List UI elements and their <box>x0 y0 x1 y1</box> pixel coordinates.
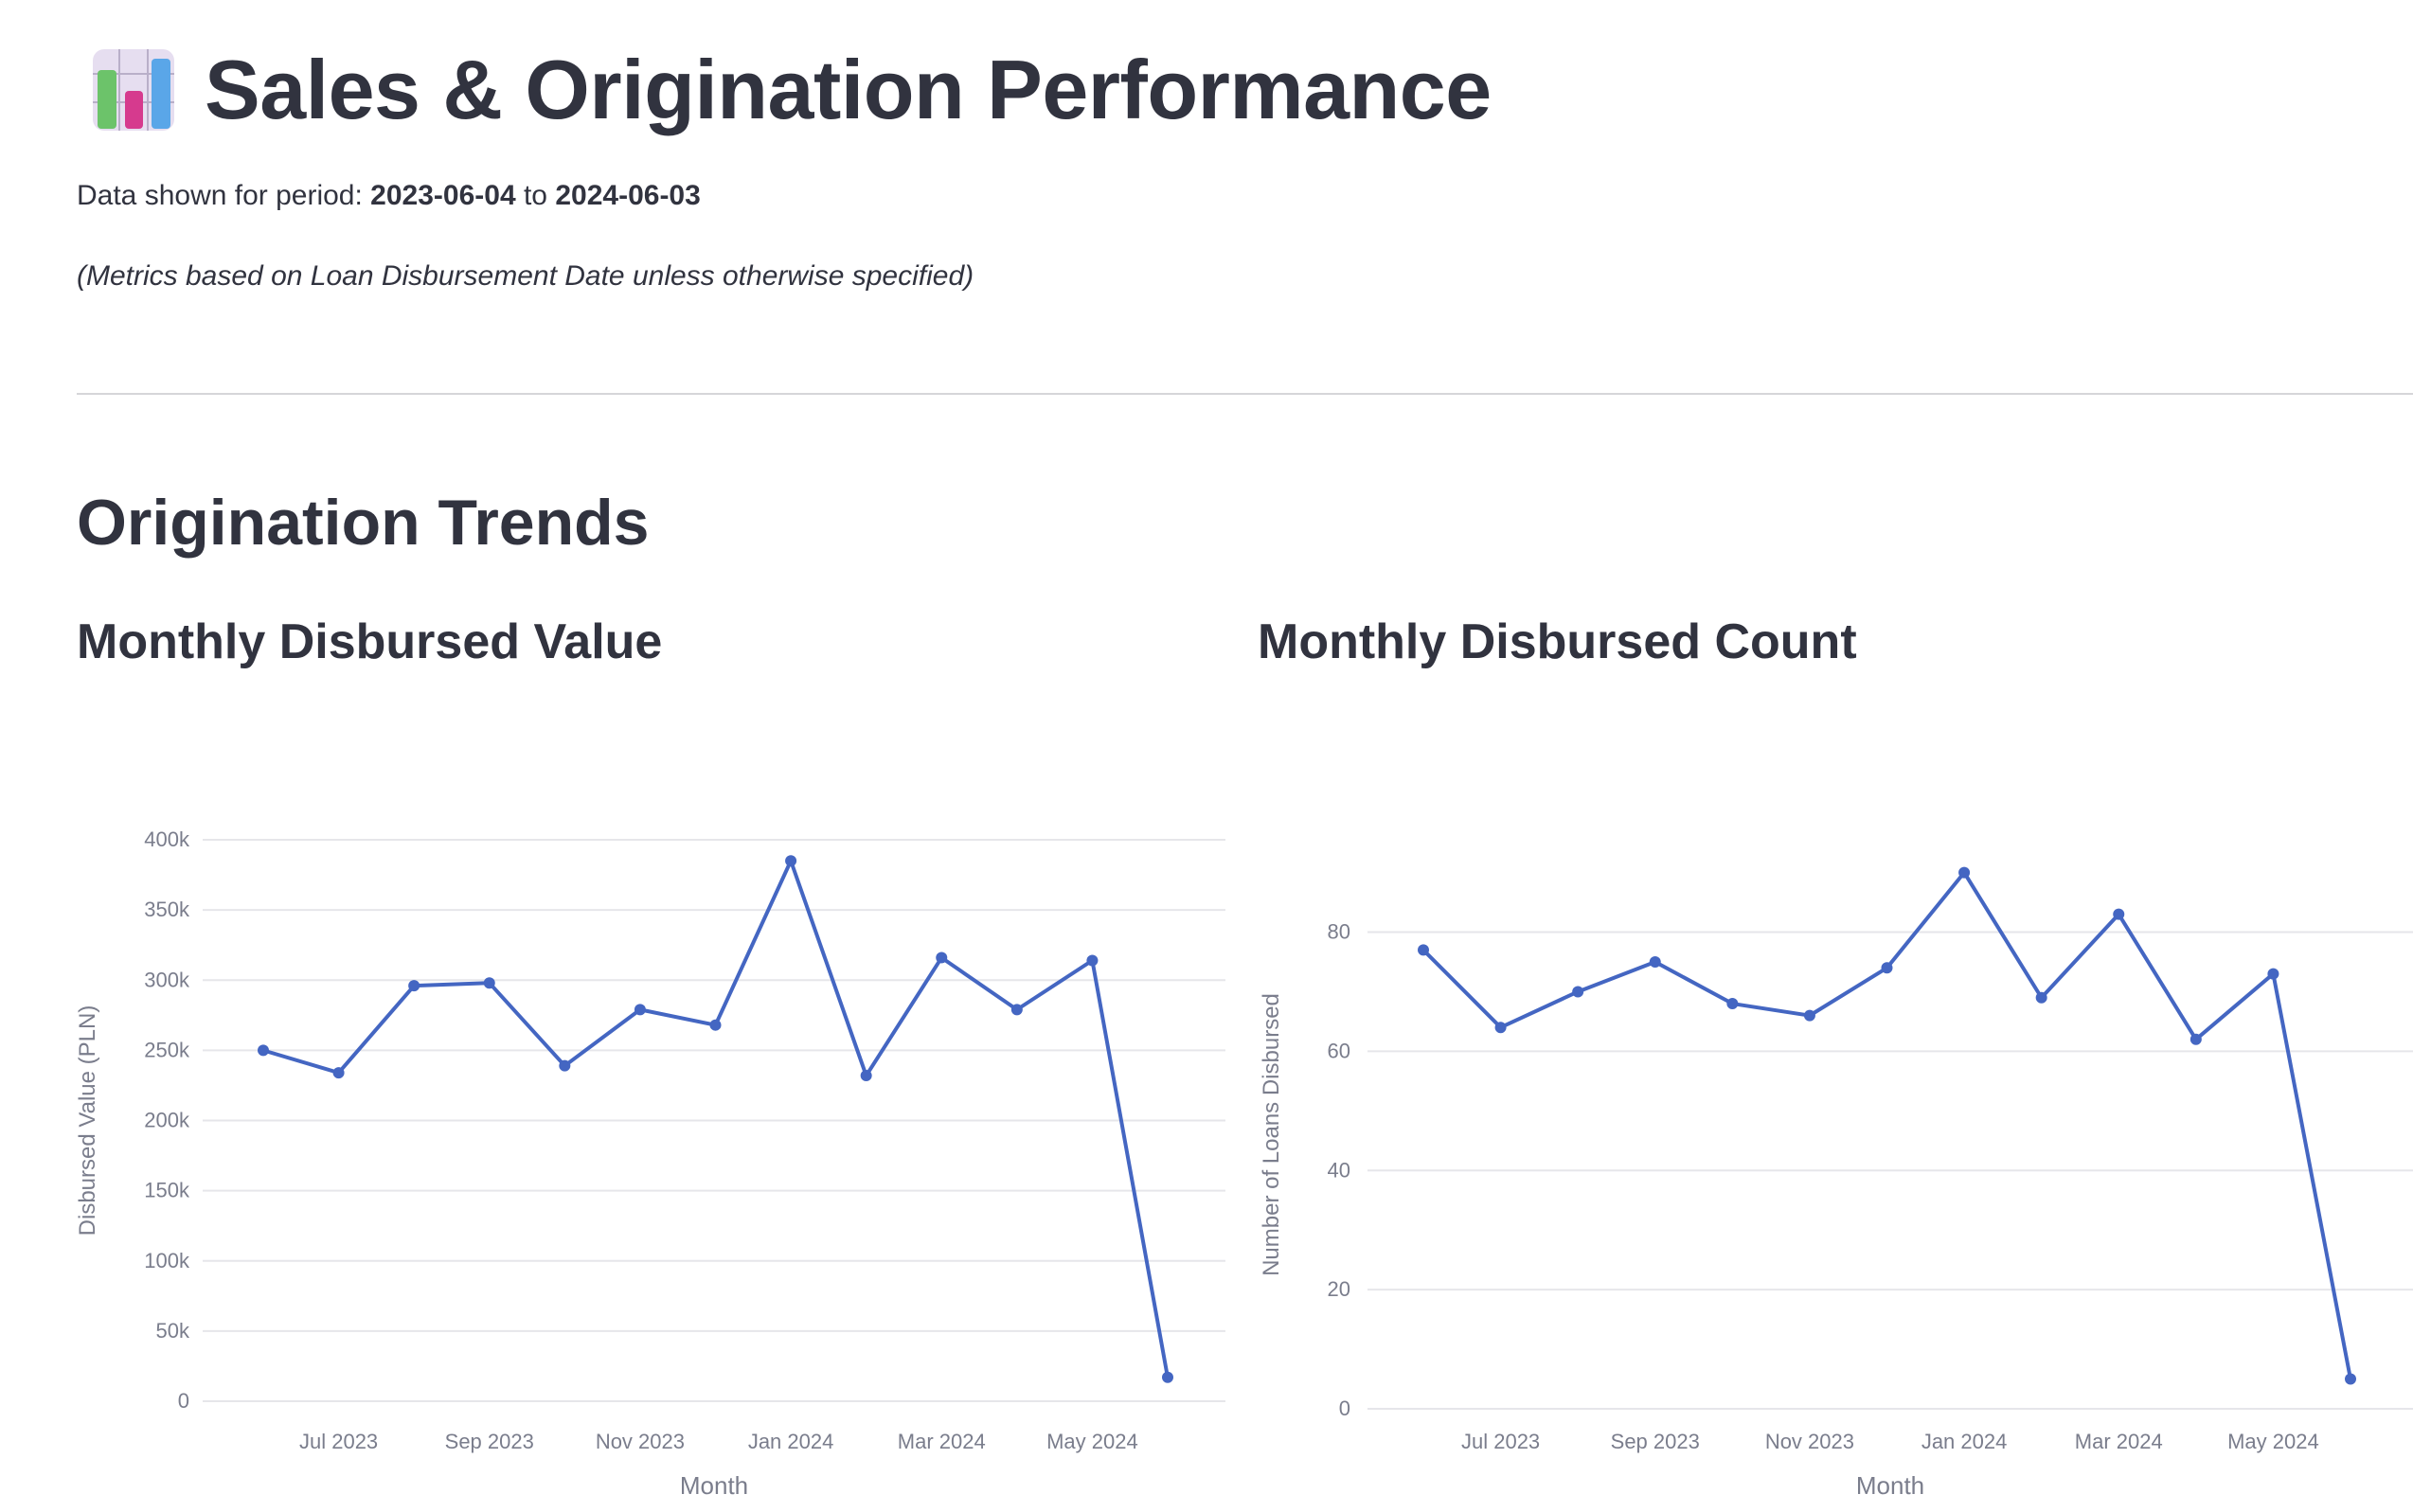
page-title: Sales & Origination Performance <box>205 43 1492 136</box>
data-point[interactable] <box>2267 968 2279 980</box>
y-tick-label: 300k <box>144 968 190 991</box>
y-tick-label: 250k <box>144 1038 190 1061</box>
data-point[interactable] <box>785 855 797 867</box>
y-tick-label: 400k <box>144 827 190 851</box>
data-point[interactable] <box>860 1070 872 1082</box>
data-point[interactable] <box>2190 1033 2202 1045</box>
x-tick-label: Jul 2023 <box>1461 1430 1540 1453</box>
bar-chart-icon <box>93 49 174 131</box>
data-point[interactable] <box>1086 954 1099 967</box>
y-tick-label: 40 <box>1328 1158 1350 1182</box>
period-text: Data shown for period: 2023-06-04 to 202… <box>77 180 701 212</box>
y-tick-label: 60 <box>1328 1039 1350 1062</box>
period-prefix: Data shown for period: <box>77 180 371 211</box>
x-tick-label: Sep 2023 <box>445 1430 534 1453</box>
data-point[interactable] <box>634 1004 646 1016</box>
period-to: to <box>515 180 556 211</box>
chart-title-count: Monthly Disbursed Count <box>1258 614 1857 669</box>
series-line <box>262 859 1170 1379</box>
data-point[interactable] <box>258 1044 269 1057</box>
data-point[interactable] <box>1572 986 1584 998</box>
metrics-note: (Metrics based on Loan Disbursement Date… <box>77 260 974 292</box>
data-point[interactable] <box>936 952 948 964</box>
y-axis-label: Number of Loans Disbursed <box>1259 993 1284 1276</box>
y-tick-label: 350k <box>144 898 190 921</box>
x-tick-label: Nov 2023 <box>596 1430 685 1453</box>
data-point[interactable] <box>1726 998 1739 1010</box>
y-tick-label: 80 <box>1328 920 1350 944</box>
x-axis-label: Month <box>680 1471 748 1500</box>
x-tick-label: May 2024 <box>1046 1430 1138 1453</box>
divider <box>77 393 2413 395</box>
y-tick-label: 0 <box>1339 1396 1350 1420</box>
x-tick-label: Jul 2023 <box>299 1430 378 1453</box>
series-line <box>1421 870 2352 1379</box>
data-point[interactable] <box>483 977 495 989</box>
data-point[interactable] <box>709 1019 722 1031</box>
y-tick-label: 20 <box>1328 1277 1350 1301</box>
data-point[interactable] <box>332 1067 345 1079</box>
data-point[interactable] <box>1418 944 1429 956</box>
data-point[interactable] <box>1803 1009 1815 1022</box>
chart-count: 0 20 40 60 80 Jul 2023 Sep 2023 Nov 2023 Jan 202… <box>1259 866 2413 1500</box>
data-point[interactable] <box>2113 908 2125 920</box>
data-point[interactable] <box>559 1059 571 1072</box>
x-tick-label: Mar 2024 <box>898 1430 986 1453</box>
y-tick-label: 50k <box>156 1319 190 1343</box>
period-start: 2023-06-04 <box>370 180 516 211</box>
x-tick-label: Jan 2024 <box>748 1430 834 1453</box>
y-axis-label: Disbursed Value (PLN) <box>75 1005 100 1236</box>
x-axis-label: Month <box>1856 1471 1924 1500</box>
data-point[interactable] <box>1958 866 1971 879</box>
chart-value: 0 50k 100k 150k 200k 250k 300k 350k 400k Jul 2023… <box>75 827 1225 1500</box>
x-tick-label: Sep 2023 <box>1611 1430 1700 1453</box>
y-tick-label: 150k <box>144 1179 190 1202</box>
data-point[interactable] <box>2345 1373 2356 1385</box>
data-point[interactable] <box>1010 1004 1023 1016</box>
title-row: Sales & Origination Performance <box>91 47 1492 133</box>
data-point[interactable] <box>1494 1022 1507 1034</box>
chart-title-value: Monthly Disbursed Value <box>77 614 663 669</box>
data-point[interactable] <box>1162 1371 1173 1383</box>
y-tick-label: 100k <box>144 1249 190 1272</box>
data-point[interactable] <box>1649 955 1661 968</box>
x-tick-label: May 2024 <box>2227 1430 2319 1453</box>
y-tick-label: 200k <box>144 1109 190 1132</box>
x-tick-label: Jan 2024 <box>1921 1430 2008 1453</box>
period-end: 2024-06-03 <box>555 180 701 211</box>
data-point[interactable] <box>408 980 420 992</box>
data-point[interactable] <box>1881 962 1893 974</box>
section-title: Origination Trends <box>77 487 650 559</box>
data-point[interactable] <box>2035 991 2047 1004</box>
x-tick-label: Nov 2023 <box>1765 1430 1854 1453</box>
y-tick-label: 0 <box>178 1389 189 1413</box>
x-tick-label: Mar 2024 <box>2075 1430 2163 1453</box>
